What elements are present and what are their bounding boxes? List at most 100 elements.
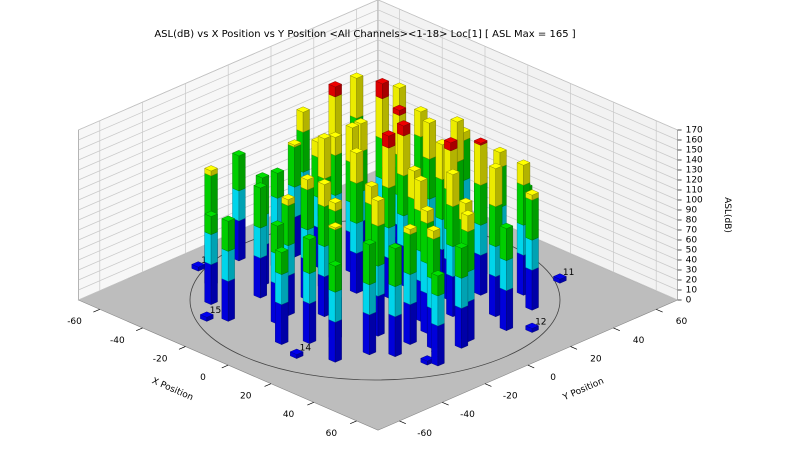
bar-segment bbox=[456, 119, 464, 163]
bar-top bbox=[199, 311, 214, 318]
y-tick bbox=[399, 420, 406, 425]
bar-top bbox=[450, 116, 465, 123]
bar-top bbox=[255, 172, 270, 179]
bar-segment bbox=[362, 241, 370, 286]
bar bbox=[473, 137, 488, 296]
sensor-bar bbox=[552, 273, 567, 284]
bar-segment bbox=[403, 271, 411, 305]
y-tick-label: 0 bbox=[550, 373, 556, 383]
bar bbox=[454, 242, 469, 349]
bar-segment bbox=[260, 185, 267, 229]
bar-top bbox=[381, 130, 396, 137]
bar-segment bbox=[328, 93, 336, 138]
bar-segment bbox=[467, 298, 475, 343]
bar-top bbox=[349, 147, 364, 154]
x-tick-label: 20 bbox=[240, 392, 252, 402]
bar-segment bbox=[474, 142, 481, 186]
bar-segment bbox=[499, 149, 507, 168]
bar-segment bbox=[221, 248, 229, 282]
bar-segment bbox=[375, 80, 383, 100]
bar-segment bbox=[210, 213, 218, 235]
bar-segment bbox=[409, 271, 417, 305]
bar-segment bbox=[210, 261, 218, 305]
bar-segment bbox=[307, 186, 314, 231]
bar-top bbox=[353, 118, 368, 125]
bar-top bbox=[231, 150, 246, 157]
bar-segment bbox=[499, 225, 507, 261]
bar-segment bbox=[371, 198, 379, 227]
bar-top bbox=[296, 106, 311, 113]
bar-segment bbox=[452, 171, 460, 208]
x-tick-label: -20 bbox=[153, 354, 168, 364]
sensor-bar bbox=[199, 311, 214, 322]
bar-segment bbox=[277, 170, 285, 199]
bar-segment bbox=[499, 257, 507, 291]
bar-segment bbox=[204, 231, 212, 265]
bar-segment bbox=[349, 180, 357, 224]
bar-segment bbox=[204, 261, 212, 305]
bar-segment bbox=[495, 165, 503, 208]
bar-top bbox=[328, 131, 343, 138]
bar-segment bbox=[523, 162, 531, 186]
bar-segment bbox=[369, 311, 377, 356]
z-axis-label: ASL(dB) bbox=[722, 197, 732, 233]
bar-segment bbox=[287, 202, 295, 247]
bar-segment bbox=[375, 95, 383, 140]
bar-top bbox=[281, 194, 296, 201]
bar-segment bbox=[467, 212, 475, 233]
bar-top bbox=[270, 220, 285, 227]
bar-segment bbox=[403, 301, 411, 345]
bar-segment bbox=[238, 217, 246, 262]
bar-segment bbox=[446, 171, 454, 208]
bar-top bbox=[302, 233, 317, 240]
bar-segment bbox=[335, 319, 342, 363]
y-tick-label: 60 bbox=[676, 317, 688, 327]
bar-segment bbox=[394, 245, 402, 288]
bar-top bbox=[422, 117, 437, 124]
bar-top bbox=[270, 167, 285, 174]
bar-segment bbox=[281, 249, 289, 275]
bar-top bbox=[392, 82, 407, 89]
bar-segment bbox=[388, 145, 396, 189]
bar-segment bbox=[335, 289, 342, 323]
bar-top bbox=[426, 225, 441, 232]
bar-top bbox=[328, 197, 343, 204]
y-tick-label: -40 bbox=[460, 410, 475, 420]
bar-segment bbox=[300, 186, 308, 231]
sensor-label: 12 bbox=[535, 317, 546, 327]
bar-segment bbox=[454, 275, 462, 309]
bar bbox=[525, 189, 540, 311]
bar-segment bbox=[275, 301, 282, 345]
bar-segment bbox=[506, 257, 514, 291]
bar-segment bbox=[260, 255, 267, 299]
bar-segment bbox=[311, 139, 319, 158]
bar-top bbox=[430, 270, 445, 277]
bar-segment bbox=[429, 156, 436, 200]
bar-top bbox=[221, 215, 236, 222]
bar-segment bbox=[516, 222, 524, 256]
bar-segment bbox=[480, 222, 488, 256]
bar-segment bbox=[525, 267, 533, 311]
y-tick-label: 20 bbox=[590, 354, 602, 364]
bar-segment bbox=[454, 305, 462, 349]
bar-segment bbox=[204, 213, 212, 235]
x-tick-label: 40 bbox=[283, 410, 295, 420]
bar-segment bbox=[397, 172, 404, 217]
bar-segment bbox=[420, 260, 428, 294]
bar-segment bbox=[420, 220, 428, 264]
bar-segment bbox=[362, 281, 370, 316]
bar-segment bbox=[420, 290, 428, 334]
bar-top bbox=[287, 139, 302, 146]
bar-segment bbox=[356, 150, 364, 184]
bar-segment bbox=[377, 293, 385, 337]
sensor-label: 11 bbox=[563, 268, 574, 278]
bar-top bbox=[388, 242, 403, 249]
bar-segment bbox=[382, 145, 389, 189]
bar-segment bbox=[302, 236, 310, 275]
bar-segment bbox=[275, 271, 282, 305]
bar-segment bbox=[435, 141, 443, 181]
bar-top bbox=[413, 175, 428, 182]
bar-segment bbox=[394, 313, 402, 358]
bar-top bbox=[473, 137, 488, 144]
z-tick-label: 140 bbox=[686, 156, 703, 166]
